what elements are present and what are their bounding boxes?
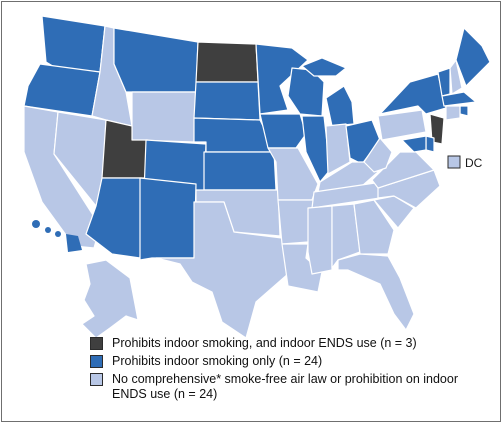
- state-NM: [139, 177, 197, 261]
- state-HI-island-3: [55, 231, 61, 237]
- state-MT: [113, 27, 199, 93]
- state-PA: [377, 109, 427, 141]
- legend-item-none: No comprehensive* smoke-free air law or …: [90, 372, 490, 402]
- state-RI: [459, 105, 469, 117]
- legend-swatch-both: [90, 337, 103, 350]
- state-FL: [337, 253, 415, 331]
- legend-item-both: Prohibits indoor smoking, and indoor END…: [90, 336, 490, 351]
- state-WY: [131, 91, 197, 143]
- dc-label: DC: [465, 156, 483, 170]
- state-MI-upper: [301, 57, 347, 77]
- state-WA: [41, 15, 106, 73]
- state-GA: [353, 199, 395, 255]
- state-NJ: [429, 113, 445, 145]
- state-AL: [331, 203, 361, 269]
- legend-label-smoking-only: Prohibits indoor smoking only (n = 24): [112, 354, 323, 368]
- state-MA: [441, 91, 477, 107]
- state-DC: [447, 155, 461, 169]
- state-IA: [259, 113, 307, 149]
- state-ME: [455, 27, 491, 87]
- state-TX: [155, 201, 289, 339]
- state-HI-island-2: [45, 227, 51, 233]
- state-DE: [425, 135, 435, 153]
- state-MI: [325, 85, 355, 127]
- state-HI-island-1: [32, 220, 40, 228]
- state-NY: [379, 73, 447, 115]
- legend-label-both: Prohibits indoor smoking, and indoor END…: [112, 336, 417, 350]
- state-NH: [449, 59, 463, 95]
- state-AK: [81, 259, 139, 339]
- state-CT: [445, 105, 461, 121]
- state-IN: [325, 123, 351, 175]
- state-KS: [203, 151, 277, 191]
- legend: Prohibits indoor smoking, and indoor END…: [90, 336, 490, 405]
- state-VA: [371, 151, 435, 189]
- state-WV: [363, 137, 393, 173]
- legend-swatch-smoking-only: [90, 355, 103, 368]
- state-MS: [307, 205, 333, 275]
- legend-label-none: No comprehensive* smoke-free air law or …: [112, 372, 459, 401]
- state-OR: [23, 63, 101, 117]
- state-MD: [401, 135, 427, 153]
- state-HI-island-4: [66, 234, 82, 252]
- legend-swatch-none: [90, 373, 103, 386]
- state-IL: [301, 115, 331, 183]
- state-SD: [193, 81, 261, 121]
- legend-item-smoking-only: Prohibits indoor smoking only (n = 24): [90, 354, 490, 369]
- state-ND: [195, 41, 259, 83]
- state-NE: [193, 117, 273, 153]
